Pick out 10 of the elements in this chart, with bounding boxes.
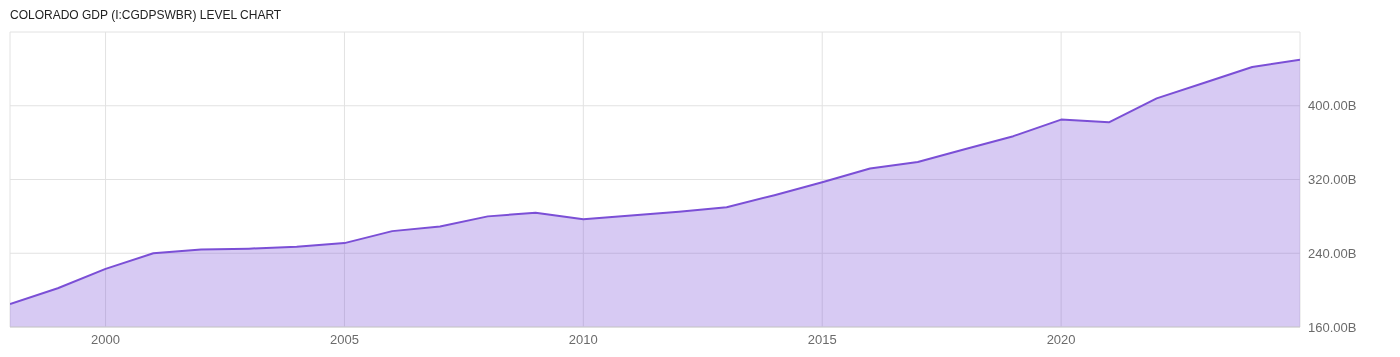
x-tick-label: 2000 (91, 332, 121, 348)
x-tick-label: 2010 (568, 332, 598, 348)
y-tick-label: 400.00B (1308, 98, 1357, 114)
y-tick-label: 240.00B (1308, 245, 1357, 261)
x-tick-label: 2015 (807, 332, 837, 348)
x-tick-label: 2020 (1046, 332, 1076, 348)
chart-title: COLORADO GDP (I:CGDPSWBR) LEVEL CHART (10, 8, 283, 22)
y-tick-label: 160.00B (1308, 319, 1357, 335)
y-tick-label: 320.00B (1308, 172, 1357, 188)
x-tick-label: 2005 (329, 332, 359, 348)
